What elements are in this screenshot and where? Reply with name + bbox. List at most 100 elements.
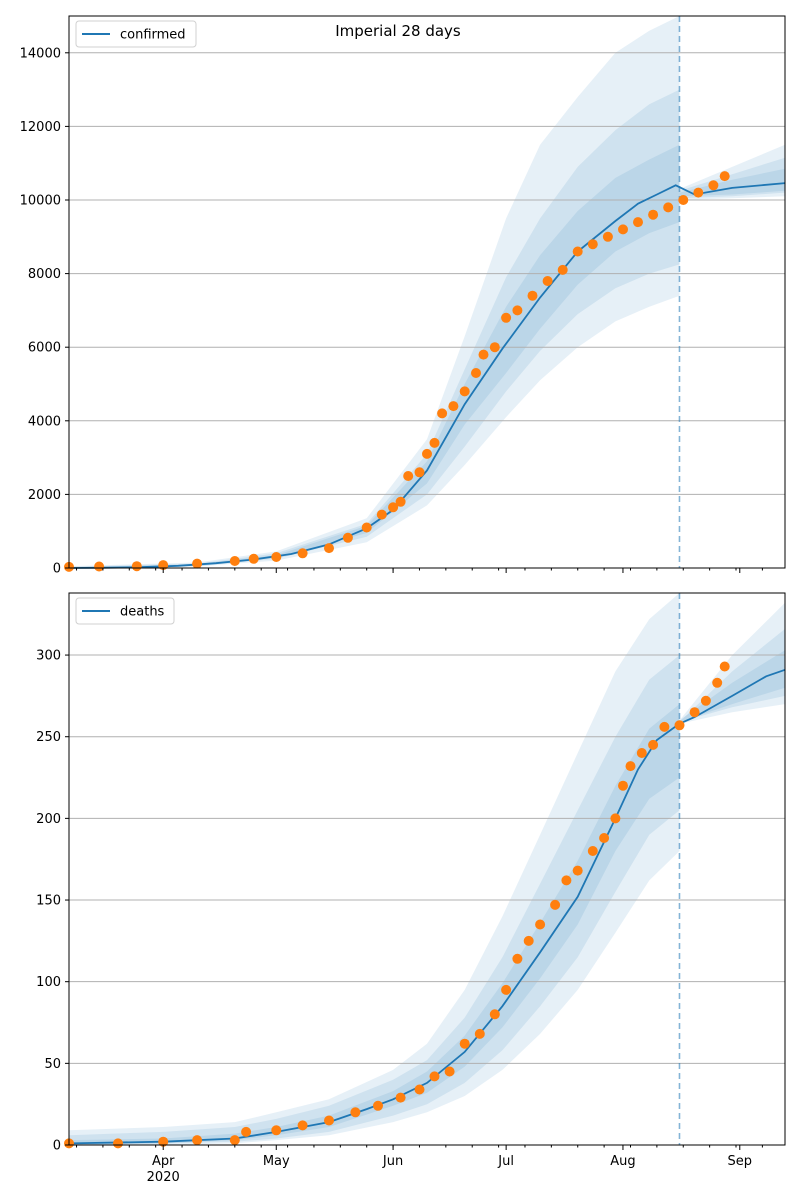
y-tick-label: 8000 [28, 267, 61, 282]
observed-point [192, 1135, 203, 1146]
observed-point [388, 502, 399, 513]
observed-point [523, 935, 534, 946]
observed-point [599, 833, 610, 843]
observed-point [572, 246, 583, 257]
deaths-model-line [68, 668, 786, 1145]
observed-point [659, 721, 670, 732]
observed-point [429, 437, 440, 448]
observed-point [693, 187, 704, 198]
observed-point [587, 846, 598, 856]
observed-point [542, 276, 553, 286]
legend-label: confirmed [120, 28, 186, 43]
uncertainty-band-inner [69, 144, 785, 569]
observed-point [587, 239, 598, 250]
confirmed-legend: confirmed [75, 20, 197, 48]
observed-point [376, 509, 387, 520]
uncertainty-band-outer [69, 16, 785, 568]
uncertainty-band-outer [69, 593, 785, 1145]
y-tick-label: 2000 [28, 488, 61, 503]
x-tick-label: May [263, 1154, 290, 1169]
y-tick-label: 150 [36, 894, 61, 909]
observed-point [557, 264, 568, 275]
observed-point [512, 305, 523, 316]
observed-point [158, 1136, 169, 1147]
y-tick-label: 0 [53, 1139, 61, 1154]
y-tick-label: 10000 [20, 194, 61, 209]
observed-point [561, 875, 572, 886]
confirmed-uncertainty-bands [69, 16, 785, 569]
observed-point [535, 919, 546, 930]
observed-point [674, 720, 685, 731]
observed-point [422, 448, 432, 459]
observed-point [459, 386, 470, 397]
uncertainty-band-middle [69, 628, 785, 1145]
y-tick-label: 4000 [28, 414, 61, 429]
observed-point [719, 661, 730, 672]
observed-point [719, 171, 730, 182]
observed-point [297, 1120, 308, 1131]
axes-frame [68, 592, 786, 1146]
observed-point [712, 677, 723, 688]
observed-point [663, 202, 674, 213]
observed-point [689, 707, 700, 718]
observed-point [192, 558, 203, 569]
confirmed-axes: 0 2000 4000 6000 8000 10000 12000 14000 [20, 15, 786, 577]
observed-point [459, 1038, 470, 1049]
x-tick-label: Apr [152, 1154, 175, 1169]
observed-point [271, 1125, 282, 1136]
confirmed-observed-points [64, 171, 730, 572]
y-tick-label: 250 [36, 730, 61, 745]
legend-box [75, 20, 197, 48]
observed-point [489, 1009, 500, 1020]
y-tick-label: 300 [36, 649, 61, 664]
y-tick-label: 50 [44, 1057, 61, 1072]
observed-point [131, 561, 142, 572]
observed-point [648, 739, 659, 750]
observed-point [414, 1084, 425, 1095]
observed-point [373, 1100, 383, 1111]
y-tick-label: 100 [36, 975, 61, 990]
observed-point [350, 1107, 361, 1118]
observed-point [361, 522, 372, 533]
y-tick-label: 6000 [28, 341, 61, 356]
observed-point [625, 761, 636, 772]
uncertainty-band-inner [69, 650, 785, 1145]
observed-point [241, 1126, 252, 1137]
deaths-gridlines [69, 654, 785, 1064]
observed-point [489, 342, 500, 353]
observed-point [550, 899, 561, 910]
observed-point [248, 553, 259, 564]
observed-point [610, 813, 621, 824]
y-tick-label: 12000 [20, 120, 61, 135]
observed-point [708, 180, 719, 191]
y-tick-label: 0 [53, 562, 61, 577]
observed-point [324, 543, 334, 554]
observed-point [444, 1066, 455, 1077]
chart-title: Imperial 28 days [335, 22, 461, 40]
y-tick-label: 14000 [20, 46, 61, 61]
observed-point [229, 1135, 240, 1146]
x-tick-label: 2020 [147, 1170, 180, 1185]
observed-point [633, 217, 643, 228]
observed-point [324, 1115, 334, 1126]
observed-point [229, 556, 240, 566]
observed-point [414, 467, 425, 478]
confirmed-gridlines [69, 52, 785, 495]
observed-point [678, 195, 689, 205]
x-tick-label: Aug [610, 1154, 635, 1169]
observed-point [478, 349, 489, 360]
x-tick-label: Sep [728, 1154, 753, 1169]
y-tick-label: 200 [36, 812, 61, 827]
observed-point [527, 290, 538, 301]
observed-point [602, 231, 613, 242]
uncertainty-band-middle [69, 89, 785, 568]
x-tick-label: Jul [497, 1154, 514, 1169]
observed-point [471, 368, 481, 378]
observed-point [271, 552, 282, 562]
observed-point [512, 953, 523, 964]
deaths-observed-points [64, 661, 730, 1149]
observed-point [700, 695, 711, 706]
observed-point [501, 312, 512, 323]
